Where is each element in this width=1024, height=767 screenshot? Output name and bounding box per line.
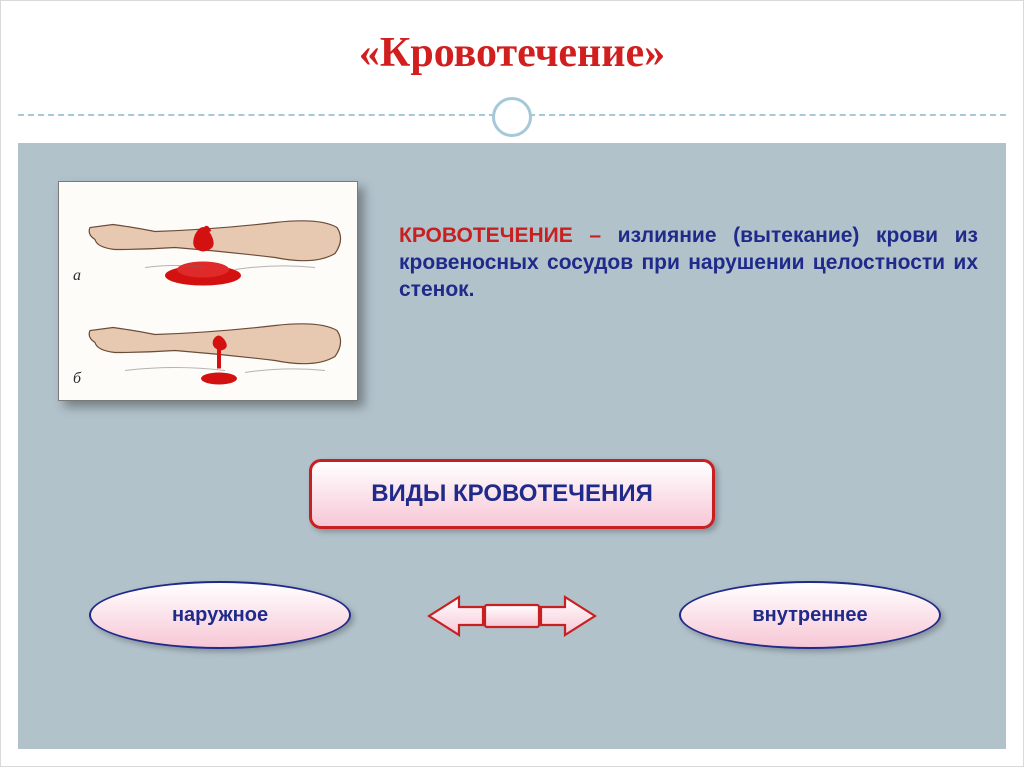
illustration-box: а б — [58, 181, 358, 401]
bleeding-arm-a-icon — [85, 188, 345, 291]
bleeding-arm-b-icon — [85, 291, 345, 394]
kind-internal-ellipse: внутреннее — [679, 581, 941, 649]
definition-text: КРОВОТЕЧЕНИЕ – излияние (вытека­ние) кро… — [399, 223, 978, 304]
arm-illustration-a: а — [65, 188, 351, 291]
kind-external-label: наружное — [172, 604, 268, 627]
illustration-label-a: а — [73, 267, 81, 285]
title-wrap: «Кровотечение» — [1, 29, 1023, 77]
types-header-box: ВИДЫ КРОВОТЕЧЕНИЯ — [309, 459, 715, 529]
kind-external-ellipse: наружное — [89, 581, 351, 649]
divider-circle-icon — [492, 97, 532, 137]
kind-internal-label: внутреннее — [752, 604, 867, 627]
types-header-label: ВИДЫ КРОВОТЕЧЕНИЯ — [371, 480, 653, 508]
definition-term: КРОВОТЕЧЕНИЕ – — [399, 224, 618, 247]
slide: «Кровотечение» а — [0, 0, 1024, 767]
double-arrow-icon — [427, 593, 597, 639]
arm-illustration-b: б — [65, 291, 351, 394]
page-title: «Кровотечение» — [359, 29, 665, 77]
illustration-label-b: б — [73, 370, 81, 388]
